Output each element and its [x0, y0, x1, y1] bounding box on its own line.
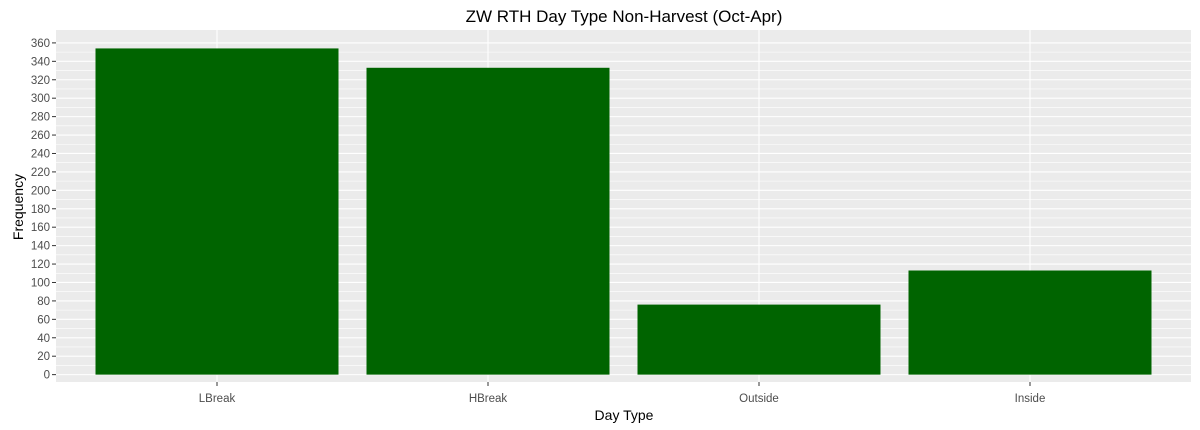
- bar-hbreak: [366, 67, 610, 375]
- chart-title: ZW RTH Day Type Non-Harvest (Oct-Apr): [466, 7, 783, 26]
- y-axis-title: Frequency: [10, 174, 26, 240]
- y-tick-label: 220: [31, 167, 50, 179]
- bars: [95, 48, 1152, 375]
- y-tick-label: 80: [37, 296, 50, 308]
- y-tick-label: 200: [31, 185, 50, 197]
- bar-outside: [637, 304, 881, 375]
- y-axis: 0 20 40 60 80 100 120 140 160 180 200 220 240 260 280 3…: [31, 38, 56, 382]
- y-tick-label: 40: [37, 333, 50, 345]
- y-tick-label: 100: [31, 277, 50, 289]
- y-tick-label: 0: [44, 370, 50, 382]
- y-tick-label: 340: [31, 56, 50, 68]
- x-axis: LBreak HBreak Outside Inside: [199, 382, 1046, 405]
- x-tick-label: LBreak: [199, 393, 236, 405]
- y-tick-label: 320: [31, 75, 50, 87]
- y-tick-label: 300: [31, 93, 50, 105]
- y-tick-label: 160: [31, 222, 50, 234]
- x-axis-title: Day Type: [595, 407, 654, 423]
- bar-inside: [908, 270, 1152, 375]
- y-tick-label: 20: [37, 351, 50, 363]
- y-tick-label: 180: [31, 204, 50, 216]
- y-tick-label: 240: [31, 148, 50, 160]
- y-tick-label: 120: [31, 259, 50, 271]
- x-tick-label: Outside: [739, 393, 779, 405]
- x-tick-label: HBreak: [469, 393, 508, 405]
- y-tick-label: 280: [31, 112, 50, 124]
- y-tick-label: 140: [31, 241, 50, 253]
- x-tick-label: Inside: [1015, 393, 1046, 405]
- y-tick-label: 260: [31, 130, 50, 142]
- y-tick-label: 360: [31, 38, 50, 50]
- bar-lbreak: [95, 48, 339, 375]
- y-tick-label: 60: [37, 314, 50, 326]
